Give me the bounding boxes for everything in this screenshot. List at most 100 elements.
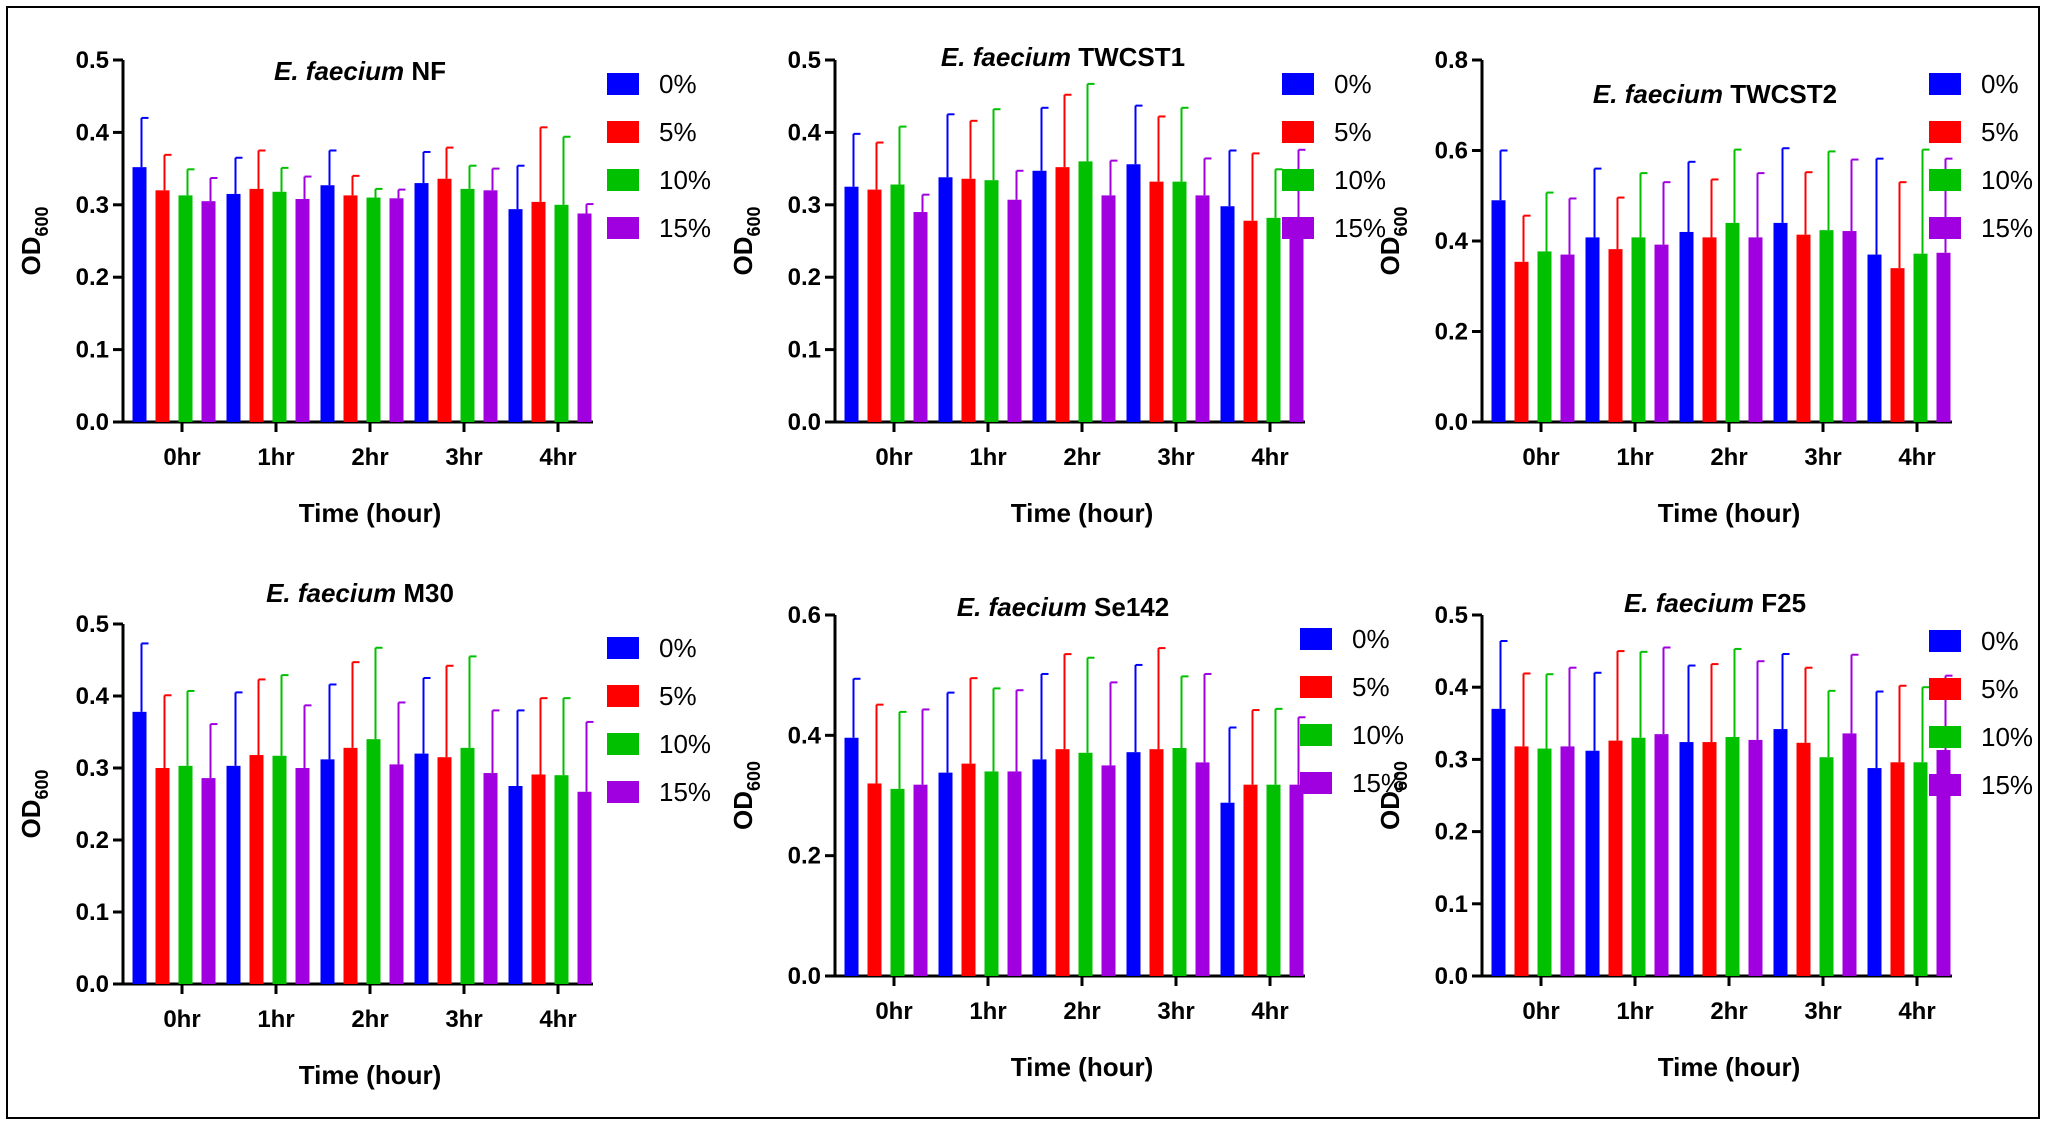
y-axis-label-subscript: 600 [744,206,764,236]
legend-swatch-15pct [607,781,639,803]
bar-1hr-0pct [1585,750,1600,976]
y-axis-label-main: OD [1375,791,1405,830]
bar-0hr-15pct [1560,746,1575,976]
x-tick-label: 1hr [1616,998,1653,1025]
y-tick-label: 0.0 [76,409,109,436]
svg-text:OD600: OD600 [16,206,52,275]
y-axis-label: OD600 [728,206,764,275]
bar-0hr-15pct [201,201,216,422]
y-tick-label: 0.0 [1435,963,1468,990]
y-axis-label: OD600 [1375,206,1411,275]
bar-2hr-10pct [1078,752,1093,976]
legend-label-10pct: 10% [659,729,711,759]
legend-swatch-10pct [1929,726,1961,748]
x-tick-label: 2hr [1710,444,1747,471]
legend-label-15pct: 15% [659,213,711,243]
y-axis-label-subscript: 600 [32,206,52,236]
y-tick-label: 0.0 [1435,409,1468,436]
y-axis-label: OD600 [16,206,52,275]
bar-2hr-10pct [366,197,381,422]
bar-2hr-0pct [1679,742,1694,976]
x-tick-label: 2hr [1710,998,1747,1025]
bar-0hr-10pct [178,765,193,984]
y-tick-label: 0.3 [76,755,109,782]
svg-text:OD600: OD600 [16,769,52,838]
y-axis-label-subscript: 600 [1391,206,1411,236]
y-tick-label: 0.0 [788,963,821,990]
bar-0hr-0pct [844,737,859,976]
y-tick-label: 0.5 [1435,602,1468,629]
x-tick-label: 0hr [1522,444,1559,471]
legend-label-0pct: 0% [659,69,697,99]
bar-3hr-10pct [460,188,475,422]
x-axis-label: Time (hour) [299,498,442,528]
bar-1hr-0pct [938,177,953,422]
bar-4hr-5pct [1243,220,1258,422]
y-axis-label-main: OD [728,237,758,276]
legend-swatch-0pct [1282,73,1314,95]
bar-3hr-0pct [1126,164,1141,423]
y-tick-label: 0.8 [1435,47,1468,74]
bar-0hr-15pct [1560,254,1575,422]
bar-2hr-0pct [320,759,335,984]
bar-0hr-0pct [132,711,147,984]
legend-swatch-15pct [1282,217,1314,239]
chart-title-strain: TWCST1 [1078,42,1185,72]
bar-3hr-5pct [1149,181,1164,422]
legend-swatch-5pct [607,685,639,707]
y-tick-label: 0.3 [788,192,821,219]
chart-title-species: E. faecium [274,56,404,86]
bar-1hr-0pct [226,193,241,422]
legend-label-5pct: 5% [1981,117,2019,147]
bar-4hr-5pct [531,774,546,984]
legend-label-10pct: 10% [1981,722,2033,752]
bar-1hr-15pct [1007,771,1022,976]
bar-3hr-10pct [1819,230,1834,422]
legend-label-0pct: 0% [1981,69,2019,99]
bar-1hr-5pct [961,178,976,422]
y-axis-label-main: OD [16,800,46,839]
y-tick-label: 0.4 [788,722,822,749]
chart-title-species: E. faecium [1593,79,1723,109]
bar-0hr-5pct [1514,261,1529,422]
chart-title-species: E. faecium [266,578,396,608]
bar-1hr-10pct [1631,737,1646,976]
chart-title: E. faecium Se142 [957,592,1169,622]
bar-0hr-10pct [890,184,905,422]
legend-label-15pct: 15% [1352,768,1404,798]
bar-2hr-15pct [1101,765,1116,976]
bar-4hr-5pct [1890,762,1905,976]
x-axis-label: Time (hour) [1658,498,1801,528]
bar-1hr-0pct [226,765,241,984]
bar-2hr-0pct [1032,759,1047,976]
svg-text:OD600: OD600 [1375,206,1411,275]
bar-1hr-15pct [1007,199,1022,422]
y-axis-label-main: OD [728,791,758,830]
chart-title: E. faecium TWCST2 [1593,79,1837,109]
legend-swatch-0pct [1300,628,1332,650]
chart-title: E. faecium F25 [1624,588,1806,618]
x-tick-label: 0hr [163,1006,200,1033]
bar-4hr-10pct [1266,217,1281,422]
bar-3hr-10pct [1172,181,1187,422]
bar-2hr-0pct [320,185,335,422]
legend-swatch-5pct [1300,676,1332,698]
bar-4hr-15pct [1289,784,1304,976]
bar-3hr-10pct [1819,757,1834,976]
x-tick-label: 3hr [1804,998,1841,1025]
bar-3hr-5pct [1796,742,1811,976]
bar-0hr-5pct [867,189,882,422]
legend-label-10pct: 10% [1981,165,2033,195]
bar-0hr-10pct [1537,251,1552,422]
y-tick-label: 0.2 [76,827,109,854]
legend-swatch-10pct [607,733,639,755]
legend-swatch-10pct [1929,169,1961,191]
x-tick-label: 2hr [351,1006,388,1033]
bar-1hr-10pct [272,755,287,984]
bar-2hr-15pct [389,198,404,422]
y-tick-label: 0.2 [788,843,821,870]
